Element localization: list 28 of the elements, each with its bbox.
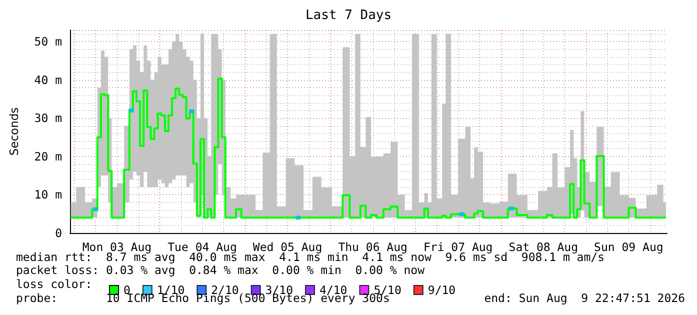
legend-label: 9/10 <box>428 283 456 297</box>
y-tick-label: 50 m <box>34 34 62 48</box>
y-axis-title: Seconds <box>7 107 21 156</box>
legend-label: 4/10 <box>320 283 348 297</box>
y-tick-label: 20 m <box>34 149 62 164</box>
x-tick-label: Tue 04 Aug <box>168 240 237 254</box>
x-tick-label: Thu 06 Aug <box>338 240 408 254</box>
legend-label: 3/10 <box>265 283 294 297</box>
point <box>459 212 464 216</box>
text: packet loss: 0.03 % avg 0.84 % max 0.00 % min 0.00 % now <box>16 263 424 277</box>
text: end: Sun Aug 9 22:47:51 2026 <box>484 291 685 305</box>
legend-label: 1/10 <box>156 283 185 297</box>
point <box>189 109 194 114</box>
x-tick-label: Wed 05 Aug <box>252 240 322 254</box>
x-tick-label: Sun 09 Aug <box>594 240 664 254</box>
chart-title: Last 7 Days <box>305 8 392 23</box>
y-tick-label: 10 m <box>34 188 62 202</box>
point <box>508 206 514 210</box>
x-tick-label: Sat 08 Aug <box>508 240 578 254</box>
legend-label: 2/10 <box>211 283 239 297</box>
point <box>93 207 98 212</box>
x-tick-label: Fri 07 Aug <box>423 240 493 254</box>
y-tick-label: 30 m <box>34 111 62 126</box>
y-tick-label: 0 <box>55 226 62 240</box>
point <box>296 216 301 220</box>
point <box>128 108 134 112</box>
legend-title: loss color: <box>16 277 92 291</box>
y-tick-label: 40 m <box>34 72 62 87</box>
